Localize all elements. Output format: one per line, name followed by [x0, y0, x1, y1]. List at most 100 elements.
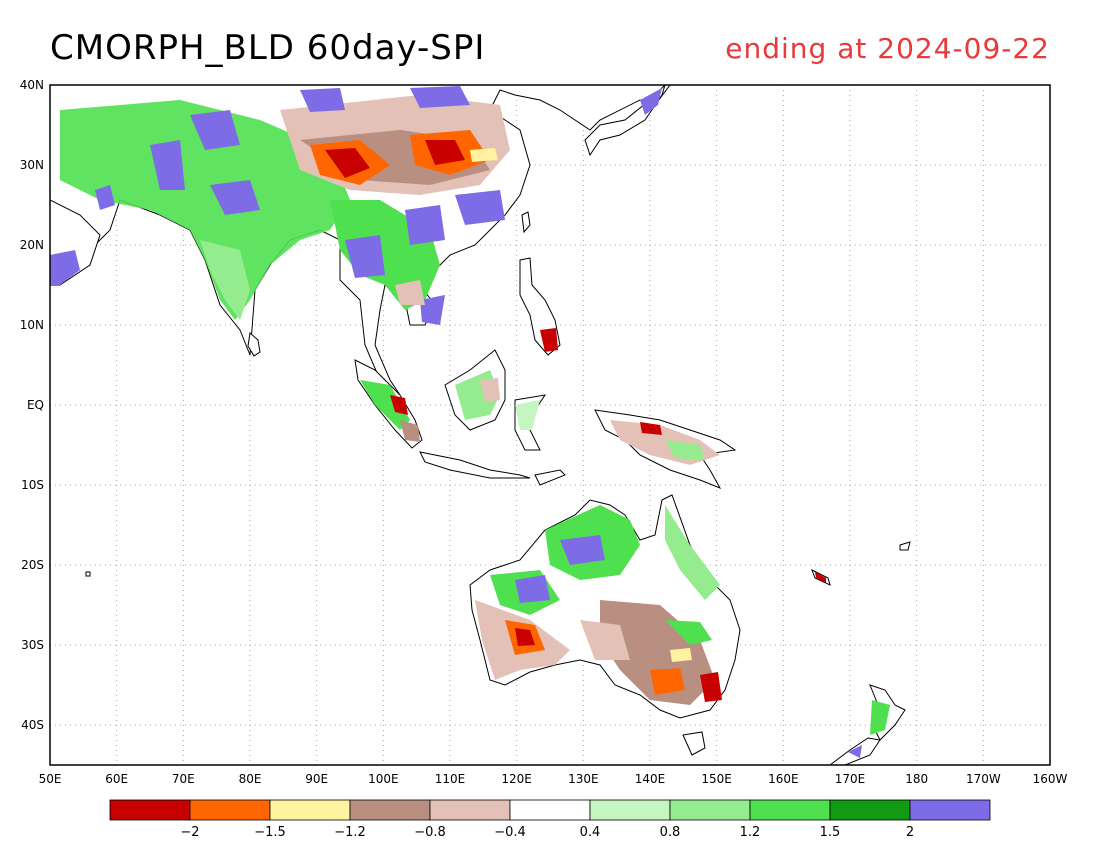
- lon-tick-label: 180: [905, 772, 928, 786]
- lon-tick-label: 150E: [701, 772, 732, 786]
- spi-patch: [400, 420, 420, 442]
- spi-patch: [410, 86, 470, 108]
- spi-patch: [600, 600, 715, 705]
- spi-patch: [640, 422, 662, 435]
- colorbar-label: 1.5: [820, 825, 841, 840]
- spi-patch: [848, 745, 862, 758]
- lon-tick-label: 160W: [1033, 772, 1068, 786]
- spi-patch: [210, 180, 260, 215]
- colorbar-label: −2: [180, 825, 199, 840]
- lon-tick-label: 140E: [635, 772, 666, 786]
- colorbar-label: 1.2: [740, 825, 761, 840]
- spi-patch: [190, 110, 240, 150]
- spi-patch: [700, 672, 722, 702]
- spi-patch: [515, 628, 535, 646]
- lon-tick-label: 50E: [39, 772, 62, 786]
- spi-patch: [665, 440, 705, 460]
- colorbar-swatch: [109, 799, 191, 821]
- colorbar-label: −1.5: [254, 825, 286, 840]
- colorbar-label: −1.2: [334, 825, 366, 840]
- lat-tick-label: 20N: [20, 238, 44, 252]
- spi-patch: [815, 572, 826, 583]
- colorbar-swatch: [509, 799, 591, 821]
- spi-patch: [425, 140, 465, 165]
- spi-patch: [540, 328, 558, 352]
- lat-tick-label: 40S: [21, 718, 44, 732]
- colorbar-swatch: [269, 799, 351, 821]
- map-title: CMORPH_BLD 60day-SPI: [50, 28, 486, 68]
- colorbar-swatch: [749, 799, 831, 821]
- lat-tick-label: 10N: [20, 318, 44, 332]
- colorbar-label: −0.8: [414, 825, 446, 840]
- land-japan: [584, 85, 666, 157]
- lon-axis: 50E 60E 70E 80E 90E 100E 110E 120E 130E 140E 150E 1…: [39, 772, 1068, 786]
- spi-patch: [580, 620, 630, 660]
- spi-patch: [50, 250, 80, 285]
- colorbar-label: 2: [906, 825, 914, 840]
- land-tasmania: [682, 731, 706, 756]
- spi-patch: [60, 100, 350, 320]
- colorbar-swatch: [189, 799, 271, 821]
- spi-patch: [390, 395, 408, 415]
- spi-patch: [360, 380, 410, 430]
- colorbar-swatch: [909, 799, 991, 821]
- map-subtitle: ending at 2024-09-22: [725, 32, 1050, 65]
- lat-tick-label: 30N: [20, 158, 44, 172]
- spi-patch: [480, 378, 500, 402]
- land-taiwan: [521, 211, 531, 234]
- lon-tick-label: 120E: [501, 772, 532, 786]
- spi-patch: [345, 235, 385, 278]
- spi-patch: [665, 505, 720, 600]
- spi-patch: [670, 648, 692, 662]
- spi-overlay: [50, 86, 890, 758]
- spi-patch: [470, 148, 498, 162]
- lon-tick-label: 80E: [239, 772, 262, 786]
- lon-tick-label: 90E: [305, 772, 328, 786]
- lon-tick-label: 60E: [105, 772, 128, 786]
- spi-patch: [150, 140, 185, 190]
- land-mauritius: [85, 571, 91, 577]
- colorbar-swatch: [429, 799, 511, 821]
- lat-axis: 40N 30N 20N 10N EQ 10S 20S 30S 40S: [20, 78, 44, 732]
- colorbar-swatch: [349, 799, 431, 821]
- land-fiji: [899, 541, 911, 551]
- spi-patch: [405, 205, 445, 245]
- spi-patch: [455, 190, 505, 225]
- colorbar-label: −0.4: [494, 825, 526, 840]
- lat-tick-label: 30S: [21, 638, 44, 652]
- spi-patch: [515, 400, 540, 430]
- spi-patch: [300, 88, 345, 112]
- lon-tick-label: 170E: [835, 772, 866, 786]
- colorbar: −2 −1.5 −1.2 −0.8 −0.4 0.4 0.8 1.2 1.5 2: [109, 799, 991, 840]
- spi-patch: [395, 280, 425, 305]
- land-srilanka: [247, 332, 261, 357]
- lat-tick-label: 10S: [21, 478, 44, 492]
- spi-patch: [420, 295, 445, 325]
- spi-patch: [325, 148, 370, 178]
- map-frame: [49, 84, 1051, 766]
- colorbar-swatch: [589, 799, 671, 821]
- lat-tick-label: 40N: [20, 78, 44, 92]
- lon-tick-label: 110E: [435, 772, 466, 786]
- colorbar-swatch: [669, 799, 751, 821]
- lon-tick-label: 170W: [966, 772, 1001, 786]
- spi-patch: [640, 88, 662, 115]
- colorbar-label: 0.8: [660, 825, 681, 840]
- spi-patch: [560, 535, 605, 565]
- land-timor: [534, 469, 566, 486]
- colorbar-swatch: [829, 799, 911, 821]
- spi-patch: [870, 700, 890, 735]
- lat-tick-label: EQ: [27, 398, 44, 412]
- spi-patch: [650, 668, 685, 695]
- lon-tick-label: 160E: [768, 772, 799, 786]
- spi-patch: [200, 240, 250, 320]
- lon-tick-label: 130E: [568, 772, 599, 786]
- lat-tick-label: 20S: [21, 558, 44, 572]
- lon-tick-label: 70E: [172, 772, 195, 786]
- spi-patch: [95, 185, 115, 210]
- land-java: [419, 451, 531, 479]
- colorbar-label: 0.4: [580, 825, 601, 840]
- lon-tick-label: 100E: [368, 772, 399, 786]
- spi-patch: [515, 575, 550, 603]
